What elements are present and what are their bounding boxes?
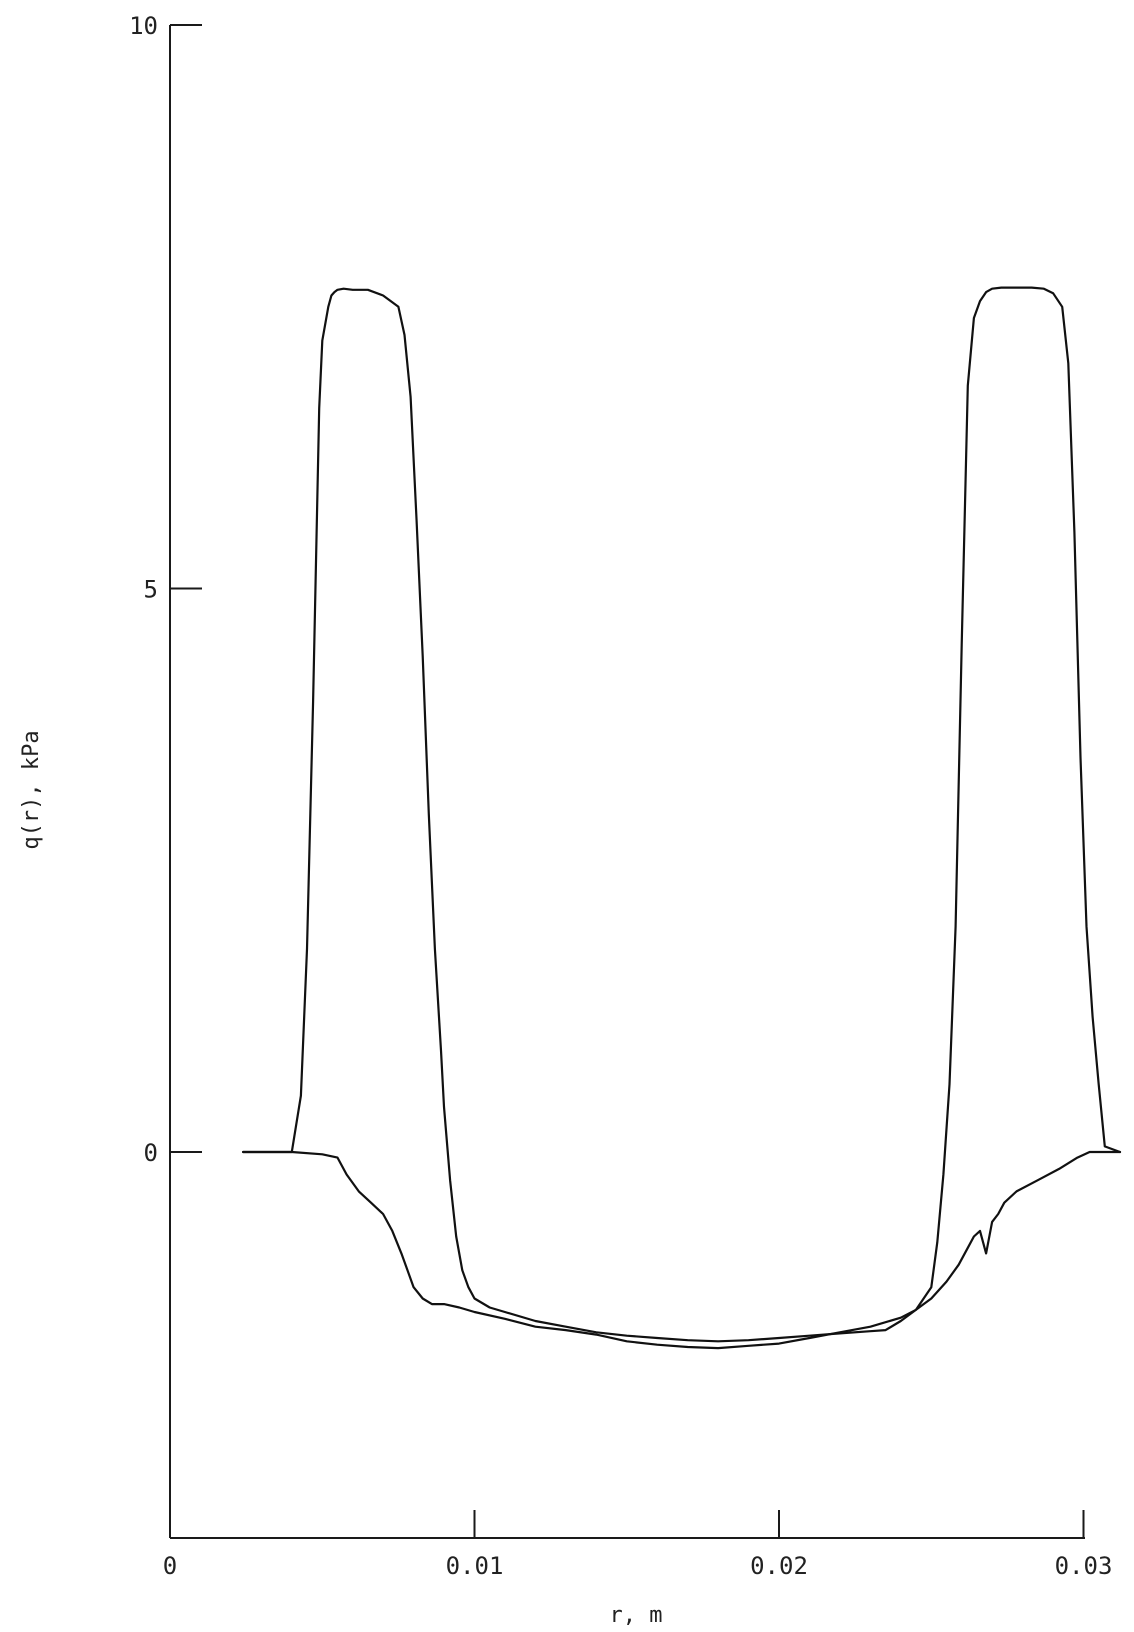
axes — [169, 25, 1085, 1539]
x-tick-label: 0.03 — [1055, 1552, 1113, 1580]
x-axis-label: r, m — [610, 1603, 663, 1628]
series-line-1 — [242, 286, 1122, 1343]
x-tick-label: 0.01 — [446, 1552, 504, 1580]
ticks: 0 5 10 0 0.01 0.02 0.03 — [129, 12, 1112, 1580]
y-tick-label: 10 — [129, 12, 158, 40]
plot-area — [242, 286, 1122, 1350]
y-axis-label: q(r), kPa — [19, 730, 44, 849]
series-line-2 — [242, 1150, 1122, 1350]
y-tick-label: 5 — [144, 576, 158, 604]
x-tick-label: 0 — [163, 1552, 177, 1580]
x-tick-label: 0.02 — [750, 1552, 808, 1580]
y-tick-label: 0 — [144, 1139, 158, 1167]
